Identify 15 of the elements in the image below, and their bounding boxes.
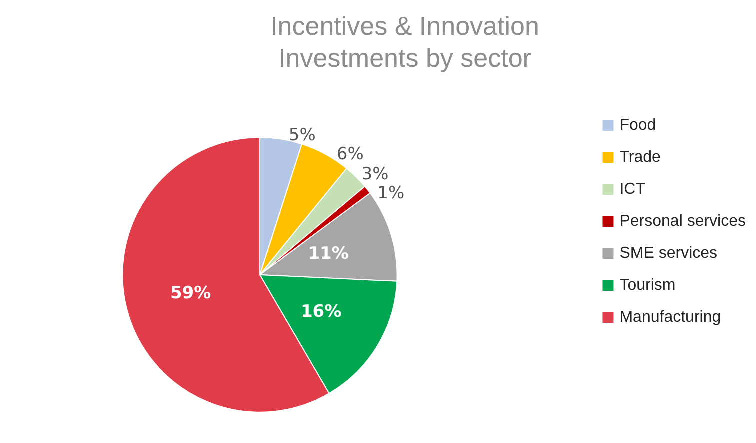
legend-label: Food: [620, 117, 656, 134]
legend-label: Manufacturing: [620, 309, 722, 326]
data-label: 11%: [308, 244, 349, 264]
legend-label: Tourism: [620, 277, 676, 294]
chart-title: Incentives & Innovation Investments by sector: [270, 11, 540, 73]
data-label: 5%: [288, 125, 316, 146]
legend-label: SME services: [620, 245, 718, 262]
legend-label: Personal services: [620, 213, 746, 230]
data-label: 16%: [300, 302, 342, 322]
data-label: 3%: [362, 164, 389, 184]
data-label: 1%: [378, 183, 405, 204]
data-label: 59%: [170, 284, 212, 304]
legend-label: ICT: [620, 181, 646, 198]
legend-label: Trade: [620, 149, 662, 166]
data-label: 6%: [336, 144, 364, 164]
